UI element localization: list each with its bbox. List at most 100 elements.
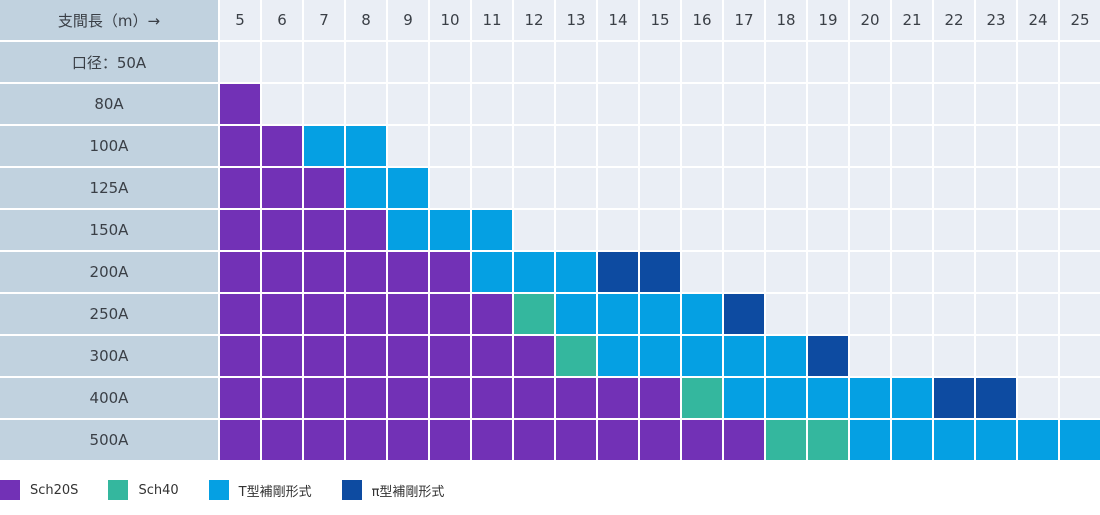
data-cell-sch20s [472, 336, 512, 376]
empty-cell [598, 42, 638, 82]
empty-cell [934, 336, 974, 376]
empty-cell [514, 84, 554, 124]
data-cell-sch40 [766, 420, 806, 460]
empty-cell [640, 126, 680, 166]
span-header: 5 [220, 0, 260, 40]
empty-cell [1060, 42, 1100, 82]
legend-swatch-sch40 [108, 480, 129, 500]
data-cell-sch20s [220, 420, 260, 460]
data-cell-sch20s [262, 378, 302, 418]
row-label: 400A [0, 378, 218, 418]
data-cell-pi [934, 378, 974, 418]
empty-cell [934, 210, 974, 250]
empty-cell [808, 84, 848, 124]
data-cell-t [640, 294, 680, 334]
empty-cell [556, 42, 596, 82]
data-cell-sch40 [514, 294, 554, 334]
data-cell-sch20s [262, 126, 302, 166]
data-cell-sch20s [220, 84, 260, 124]
empty-cell [892, 42, 932, 82]
data-cell-t [430, 210, 470, 250]
data-cell-sch20s [262, 336, 302, 376]
empty-cell [766, 210, 806, 250]
empty-cell [346, 42, 386, 82]
empty-cell [892, 294, 932, 334]
data-cell-sch40 [556, 336, 596, 376]
empty-cell [808, 252, 848, 292]
empty-cell [976, 336, 1016, 376]
empty-cell [682, 126, 722, 166]
span-header: 19 [808, 0, 848, 40]
empty-cell [346, 84, 386, 124]
data-cell-sch20s [430, 420, 470, 460]
span-header: 22 [934, 0, 974, 40]
empty-cell [598, 168, 638, 208]
empty-cell [766, 252, 806, 292]
empty-cell [1018, 294, 1058, 334]
empty-cell [934, 294, 974, 334]
data-cell-pi [808, 336, 848, 376]
data-cell-pi [640, 252, 680, 292]
empty-cell [976, 126, 1016, 166]
span-header: 18 [766, 0, 806, 40]
data-cell-t [682, 294, 722, 334]
empty-cell [556, 126, 596, 166]
empty-cell [556, 168, 596, 208]
data-cell-sch20s [262, 210, 302, 250]
data-cell-t [934, 420, 974, 460]
empty-cell [220, 42, 260, 82]
legend-item-sch40: Sch40 [108, 480, 179, 500]
legend-label-t-type: T型補剛形式 [238, 484, 312, 500]
data-cell-sch20s [262, 252, 302, 292]
empty-cell [934, 252, 974, 292]
data-cell-sch20s [724, 420, 764, 460]
empty-cell [1018, 126, 1058, 166]
empty-cell [976, 210, 1016, 250]
row-label: 80A [0, 84, 218, 124]
empty-cell [682, 252, 722, 292]
data-cell-sch20s [304, 252, 344, 292]
data-cell-t [892, 378, 932, 418]
row-label: 100A [0, 126, 218, 166]
data-cell-sch40 [808, 420, 848, 460]
data-cell-sch20s [262, 168, 302, 208]
legend-swatch-sch20s [0, 480, 20, 500]
empty-cell [304, 42, 344, 82]
empty-cell [1060, 294, 1100, 334]
data-cell-sch20s [556, 420, 596, 460]
empty-cell [640, 84, 680, 124]
span-header: 7 [304, 0, 344, 40]
empty-cell [1060, 336, 1100, 376]
empty-cell [472, 126, 512, 166]
empty-cell [556, 84, 596, 124]
data-cell-t [556, 252, 596, 292]
legend-item-pi-type: π型補剛形式 [341, 480, 444, 500]
data-cell-t [1018, 420, 1058, 460]
data-cell-pi [724, 294, 764, 334]
data-cell-pi [976, 378, 1016, 418]
empty-cell [850, 252, 890, 292]
empty-cell [808, 294, 848, 334]
data-cell-sch20s [304, 420, 344, 460]
data-cell-sch20s [514, 378, 554, 418]
data-cell-t [556, 294, 596, 334]
empty-cell [850, 126, 890, 166]
data-cell-t [808, 378, 848, 418]
data-cell-sch20s [304, 336, 344, 376]
empty-cell [1018, 252, 1058, 292]
data-cell-sch20s [220, 378, 260, 418]
data-cell-t [472, 210, 512, 250]
data-cell-sch20s [304, 210, 344, 250]
data-cell-sch20s [640, 378, 680, 418]
empty-cell [892, 210, 932, 250]
data-cell-sch20s [388, 294, 428, 334]
empty-cell [934, 168, 974, 208]
empty-cell [430, 42, 470, 82]
data-cell-t [598, 336, 638, 376]
span-header: 6 [262, 0, 302, 40]
empty-cell [1018, 210, 1058, 250]
data-cell-t [304, 126, 344, 166]
span-header: 21 [892, 0, 932, 40]
data-cell-t [346, 168, 386, 208]
empty-cell [976, 294, 1016, 334]
